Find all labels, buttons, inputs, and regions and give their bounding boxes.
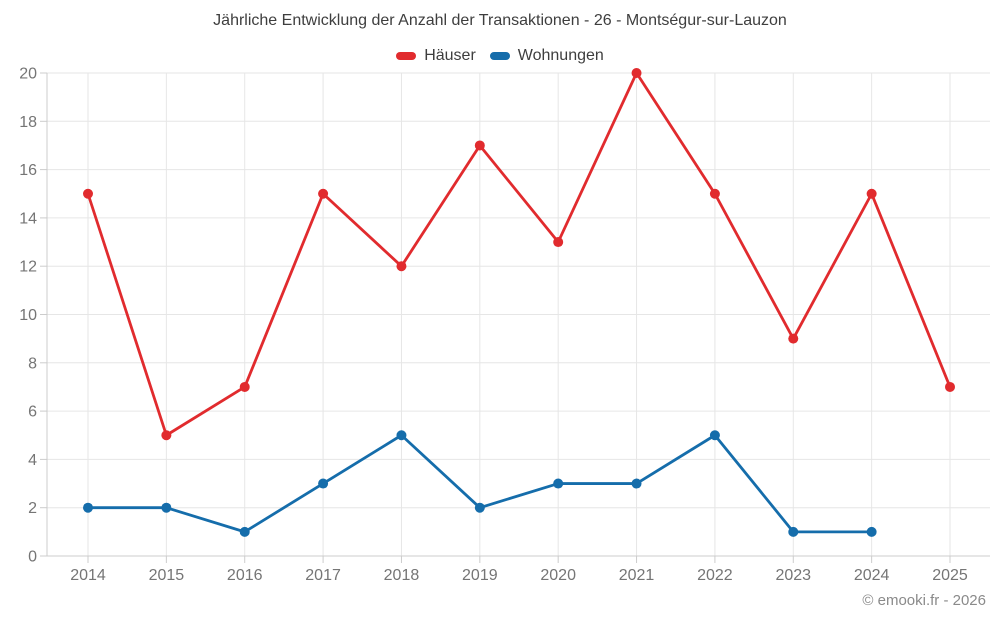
data-point-marker-häuser <box>788 333 799 344</box>
data-point-marker-wohnungen <box>161 502 172 513</box>
data-point-marker-wohnungen <box>474 502 485 513</box>
data-point-marker-wohnungen <box>866 526 877 537</box>
data-point-marker-wohnungen <box>318 478 329 489</box>
y-axis-label: 12 <box>19 259 37 276</box>
legend-swatch-wohnungen-icon <box>489 52 510 60</box>
y-axis-label: 8 <box>28 355 37 372</box>
x-axis-label: 2021 <box>619 567 655 584</box>
y-axis-label: 6 <box>28 404 37 421</box>
x-axis-label: 2025 <box>932 567 968 584</box>
x-axis-label: 2024 <box>854 567 890 584</box>
data-point-marker-häuser <box>866 188 877 199</box>
chart-title: Jährliche Entwicklung der Anzahl der Tra… <box>213 12 787 29</box>
x-axis-label: 2015 <box>149 567 185 584</box>
y-axis-label: 10 <box>19 307 37 324</box>
data-point-marker-häuser <box>161 430 172 441</box>
y-axis-label: 2 <box>28 500 37 517</box>
x-axis-label: 2022 <box>697 567 733 584</box>
x-axis-label: 2023 <box>775 567 811 584</box>
data-point-marker-wohnungen <box>83 502 93 513</box>
y-axis-label: 14 <box>19 210 37 227</box>
x-axis-label: 2016 <box>227 567 263 584</box>
data-point-marker-wohnungen <box>396 430 407 441</box>
data-point-marker-wohnungen <box>788 526 799 537</box>
data-point-marker-häuser <box>239 381 250 392</box>
data-point-marker-häuser <box>709 188 720 199</box>
legend-item-wohnungen[interactable]: Wohnungen <box>489 47 604 65</box>
legend-item-haeuser[interactable]: Häuser <box>396 47 476 65</box>
data-point-marker-wohnungen <box>631 478 642 489</box>
y-axis-label: 4 <box>28 452 37 469</box>
y-axis-label: 0 <box>28 549 37 566</box>
data-point-marker-häuser <box>318 188 329 199</box>
legend-label-haeuser: Häuser <box>424 47 476 64</box>
data-point-marker-häuser <box>553 237 564 248</box>
x-axis-label: 2019 <box>462 567 498 584</box>
x-axis-label: 2017 <box>305 567 341 584</box>
data-point-marker-häuser <box>474 140 485 151</box>
data-point-marker-häuser <box>396 261 407 272</box>
y-axis-label: 16 <box>19 162 37 179</box>
data-point-marker-wohnungen <box>553 478 564 489</box>
x-axis-label: 2014 <box>70 567 106 584</box>
legend-swatch-haeuser-icon <box>396 52 417 60</box>
copyright: © emooki.fr - 2026 <box>862 592 986 609</box>
y-axis-label: 20 <box>19 66 37 83</box>
data-point-marker-häuser <box>83 188 93 199</box>
legend-label-wohnungen: Wohnungen <box>517 47 604 64</box>
y-axis-label: 18 <box>19 114 37 131</box>
data-point-marker-wohnungen <box>239 526 250 537</box>
legend: Häuser Wohnungen <box>0 47 1000 65</box>
data-point-marker-häuser <box>631 68 642 78</box>
x-axis-label: 2018 <box>384 567 420 584</box>
data-point-marker-häuser <box>945 381 955 392</box>
series-line-häuser <box>86 71 952 437</box>
data-point-marker-wohnungen <box>709 430 720 441</box>
x-axis-label: 2020 <box>540 567 576 584</box>
